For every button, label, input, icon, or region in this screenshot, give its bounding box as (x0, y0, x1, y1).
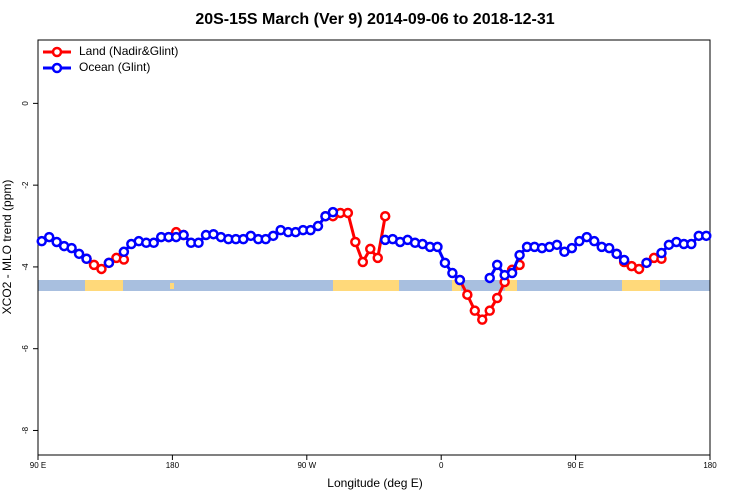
data-point (51, 236, 62, 248)
y-tick-label: 0 (21, 101, 30, 106)
land-band (622, 280, 660, 291)
data-point (566, 242, 578, 254)
data-point (589, 235, 600, 247)
x-tick-label: 90 E (30, 461, 46, 470)
surface-band (38, 280, 710, 291)
data-point (574, 235, 585, 247)
legend-label: Land (Nadir&Glint) (79, 44, 178, 58)
y-tick-label: -8 (21, 426, 30, 434)
data-point (73, 248, 85, 260)
data-point (178, 229, 189, 241)
data-point (491, 292, 503, 304)
data-point (439, 257, 451, 269)
data-point (267, 230, 279, 242)
data-point (469, 305, 481, 316)
y-axis-label: XCO2 - MLO trend (ppm) (0, 180, 14, 315)
plot-frame (37, 39, 711, 456)
land-band (333, 280, 399, 291)
data-point (66, 242, 77, 254)
data-point (103, 257, 115, 269)
land-band (85, 280, 123, 291)
data-point (618, 254, 630, 266)
x-tick-label: 0 (439, 461, 444, 470)
data-point (350, 236, 361, 248)
data-point (118, 246, 130, 258)
x-axis-label: Longitude (deg E) (327, 476, 422, 490)
data-point (454, 274, 466, 286)
legend-marker (51, 62, 63, 74)
data-point (193, 237, 204, 249)
data-point (320, 210, 331, 222)
series (36, 206, 712, 286)
data-point (514, 249, 525, 261)
data-point (581, 231, 593, 243)
data-point (365, 243, 376, 255)
data-point (88, 259, 100, 271)
land-band (170, 283, 174, 289)
data-point (633, 263, 645, 275)
x-tick-label: 90 E (567, 461, 583, 470)
legend-label: Ocean (Glint) (79, 60, 150, 74)
data-point (432, 241, 443, 253)
series (81, 207, 667, 325)
x-tick-label: 90 W (297, 461, 316, 470)
data-point (148, 237, 159, 249)
land-band (505, 280, 517, 291)
y-tick-label: -2 (21, 181, 30, 189)
data-point (357, 256, 369, 268)
data-point (603, 242, 615, 254)
data-point (484, 272, 495, 284)
data-point (372, 252, 383, 264)
legend-marker (51, 46, 63, 58)
data-point (701, 230, 712, 242)
data-point (312, 220, 324, 232)
data-point (611, 248, 622, 260)
data-point (462, 289, 473, 300)
land-band (452, 280, 461, 291)
data-point (641, 257, 652, 269)
data-point (379, 210, 391, 222)
data-point (43, 231, 55, 243)
data-point (305, 224, 316, 236)
chart-title: 20S-15S March (Ver 9) 2014-09-06 to 2018… (195, 11, 554, 28)
data-point (342, 207, 354, 219)
data-point (551, 239, 563, 251)
data-point (686, 238, 697, 250)
data-point (96, 263, 107, 275)
data-point (447, 267, 458, 279)
data-point (81, 253, 92, 264)
data-point (506, 267, 518, 279)
data-point (484, 305, 495, 316)
data-point (656, 247, 667, 259)
data-point (327, 206, 339, 218)
x-tick-label: 180 (703, 461, 717, 470)
y-tick-label: -4 (21, 263, 30, 271)
y-tick-label: -6 (21, 345, 30, 353)
data-point (491, 259, 503, 271)
data-point (36, 235, 47, 247)
data-point (477, 314, 488, 325)
x-tick-label: 180 (166, 461, 180, 470)
